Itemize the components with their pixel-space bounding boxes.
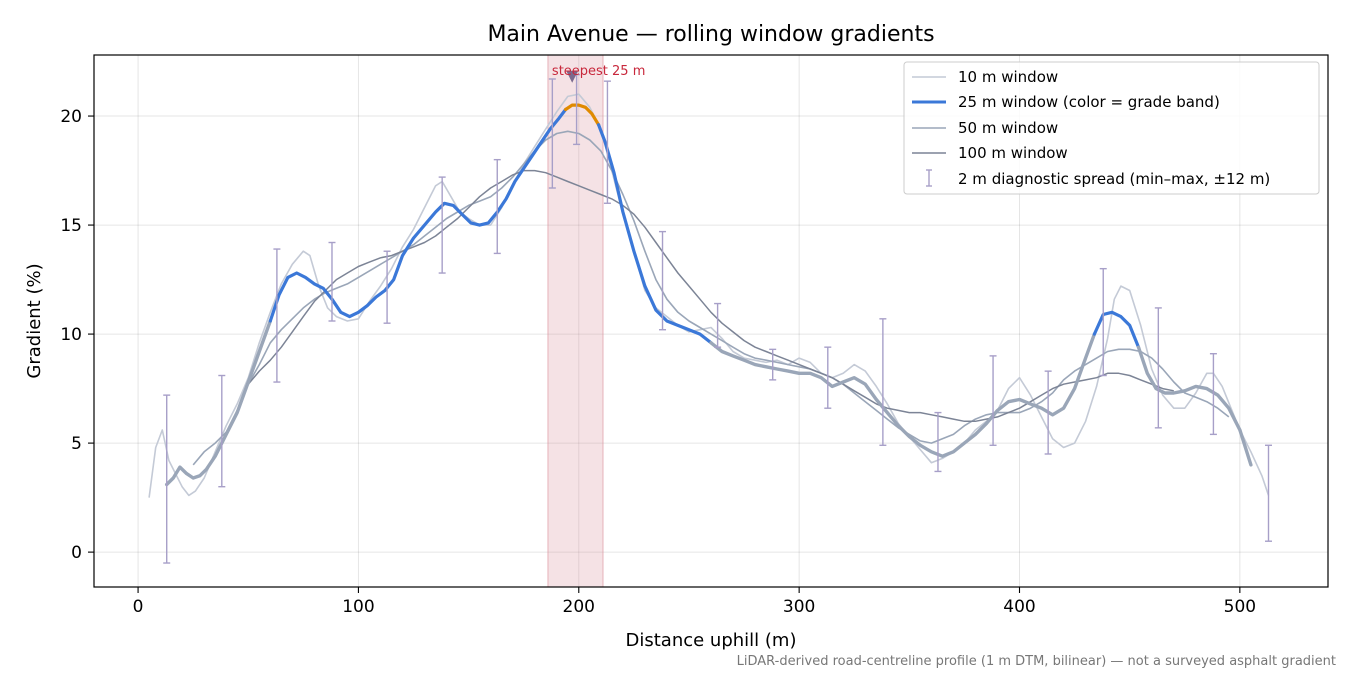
y-tick-label: 10 — [60, 325, 82, 345]
x-tick-label: 100 — [342, 597, 374, 617]
series-100m-line — [247, 169, 1174, 423]
steepest-annotation: steepest 25 m — [552, 64, 645, 79]
error-bar — [603, 80, 611, 204]
series-25m-segment — [268, 107, 568, 323]
y-tick-label: 20 — [60, 107, 82, 127]
error-bar — [1209, 353, 1217, 436]
y-tick-label: 0 — [71, 543, 82, 563]
legend-label-50m: 50 m window — [958, 119, 1058, 137]
error-bar — [659, 230, 667, 331]
error-bar — [218, 374, 226, 488]
legend-box — [903, 61, 1320, 195]
error-bar — [879, 318, 887, 446]
footnote: LiDAR-derived road-centreline profile (1… — [737, 654, 1336, 669]
plot-series — [148, 93, 1270, 498]
x-tick-label: 300 — [783, 597, 815, 617]
series-25m-segment — [709, 332, 1097, 458]
error-bar — [163, 394, 171, 564]
y-axis-label: Gradient (%) — [24, 263, 45, 378]
y-tick-label: 15 — [60, 216, 82, 236]
error-bar — [1154, 307, 1162, 429]
steepest-marker-group: steepest 25 m — [552, 64, 645, 83]
error-bar — [989, 355, 997, 446]
y-tick-label: 5 — [71, 434, 82, 454]
legend-swatch-errorbar — [926, 169, 932, 187]
legend: 10 m window 25 m window (color = grade b… — [903, 61, 1320, 195]
error-bar — [548, 78, 556, 189]
error-bar — [273, 248, 281, 383]
x-tick-label: 400 — [1003, 597, 1035, 617]
x-tick-label: 200 — [563, 597, 595, 617]
error-bar — [769, 348, 777, 381]
series-25m-segment — [1136, 345, 1253, 467]
chart-title: Main Avenue — rolling window gradients — [487, 22, 934, 47]
error-bar — [824, 346, 832, 409]
error-bar — [493, 158, 501, 255]
series-25m-segment — [1092, 310, 1141, 349]
series-25m-segment — [165, 319, 272, 487]
error-bar — [934, 411, 942, 473]
x-tick-label: 0 — [133, 597, 144, 617]
series-50m-line — [192, 130, 1230, 466]
error-bar — [714, 302, 722, 348]
legend-label-errorbar: 2 m diagnostic spread (min–max, ±12 m) — [958, 170, 1270, 188]
error-bar — [1265, 444, 1273, 542]
x-tick-label: 500 — [1224, 597, 1256, 617]
error-bar — [328, 241, 336, 322]
x-axis-label: Distance uphill (m) — [626, 630, 797, 651]
series-25m-segment — [597, 123, 713, 345]
plot-frame — [93, 54, 1329, 588]
axis-ticks: 0 100 200 300 400 500 0 5 10 15 20 — [60, 107, 1256, 617]
error-bars — [163, 73, 1273, 564]
steepest-highlight — [547, 54, 604, 588]
steepest-window-band — [547, 54, 604, 588]
error-bar — [438, 176, 446, 274]
legend-label-25m: 25 m window (color = grade band) — [958, 93, 1220, 111]
legend-label-10m: 10 m window — [958, 68, 1058, 86]
error-bar — [1044, 370, 1052, 455]
legend-label-100m: 100 m window — [958, 144, 1068, 162]
error-bar — [383, 250, 391, 324]
error-bar — [1099, 267, 1107, 377]
steepest-marker — [566, 70, 579, 83]
series-25m-segment — [564, 103, 601, 127]
